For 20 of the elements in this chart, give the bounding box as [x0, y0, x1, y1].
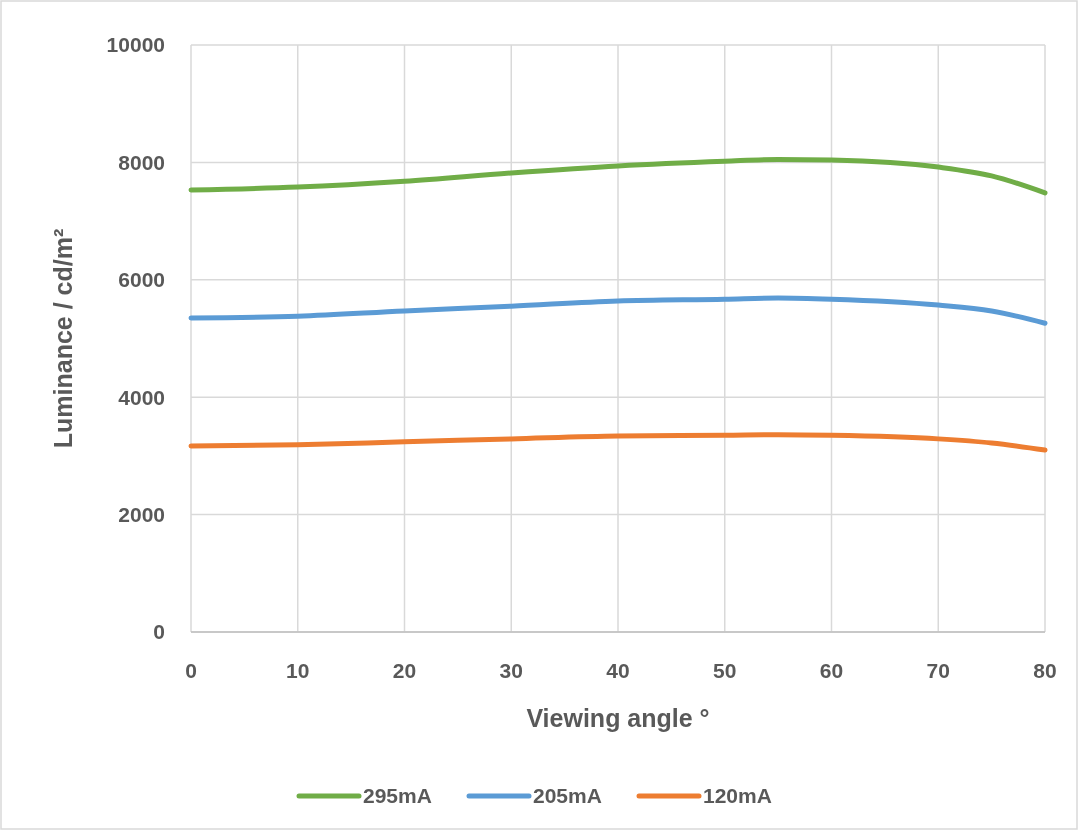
y-tick-label: 10000: [106, 33, 165, 57]
x-tick-label: 30: [499, 659, 523, 682]
legend-label: 205mA: [533, 784, 602, 808]
y-tick-label: 8000: [118, 150, 165, 174]
x-tick-label: 20: [392, 659, 417, 682]
x-tick-label: 0: [185, 659, 197, 682]
x-tick-label: 50: [713, 659, 737, 682]
y-tick-label: 6000: [118, 268, 165, 292]
x-tick-label: 10: [286, 659, 310, 682]
x-tick-label: 60: [819, 659, 844, 682]
x-axis-title: Viewing angle °: [526, 704, 710, 732]
legend-label: 120mA: [703, 784, 772, 808]
y-tick-label: 2000: [118, 502, 165, 526]
y-axis-title: Luminance / cd/m²: [49, 228, 77, 449]
x-tick-label: 70: [926, 659, 950, 682]
y-tick-label: 4000: [118, 385, 165, 409]
y-tick-label: 0: [153, 620, 165, 644]
legend-label: 295mA: [363, 784, 432, 808]
x-tick-label: 40: [606, 659, 630, 682]
x-tick-label: 80: [1033, 659, 1057, 682]
